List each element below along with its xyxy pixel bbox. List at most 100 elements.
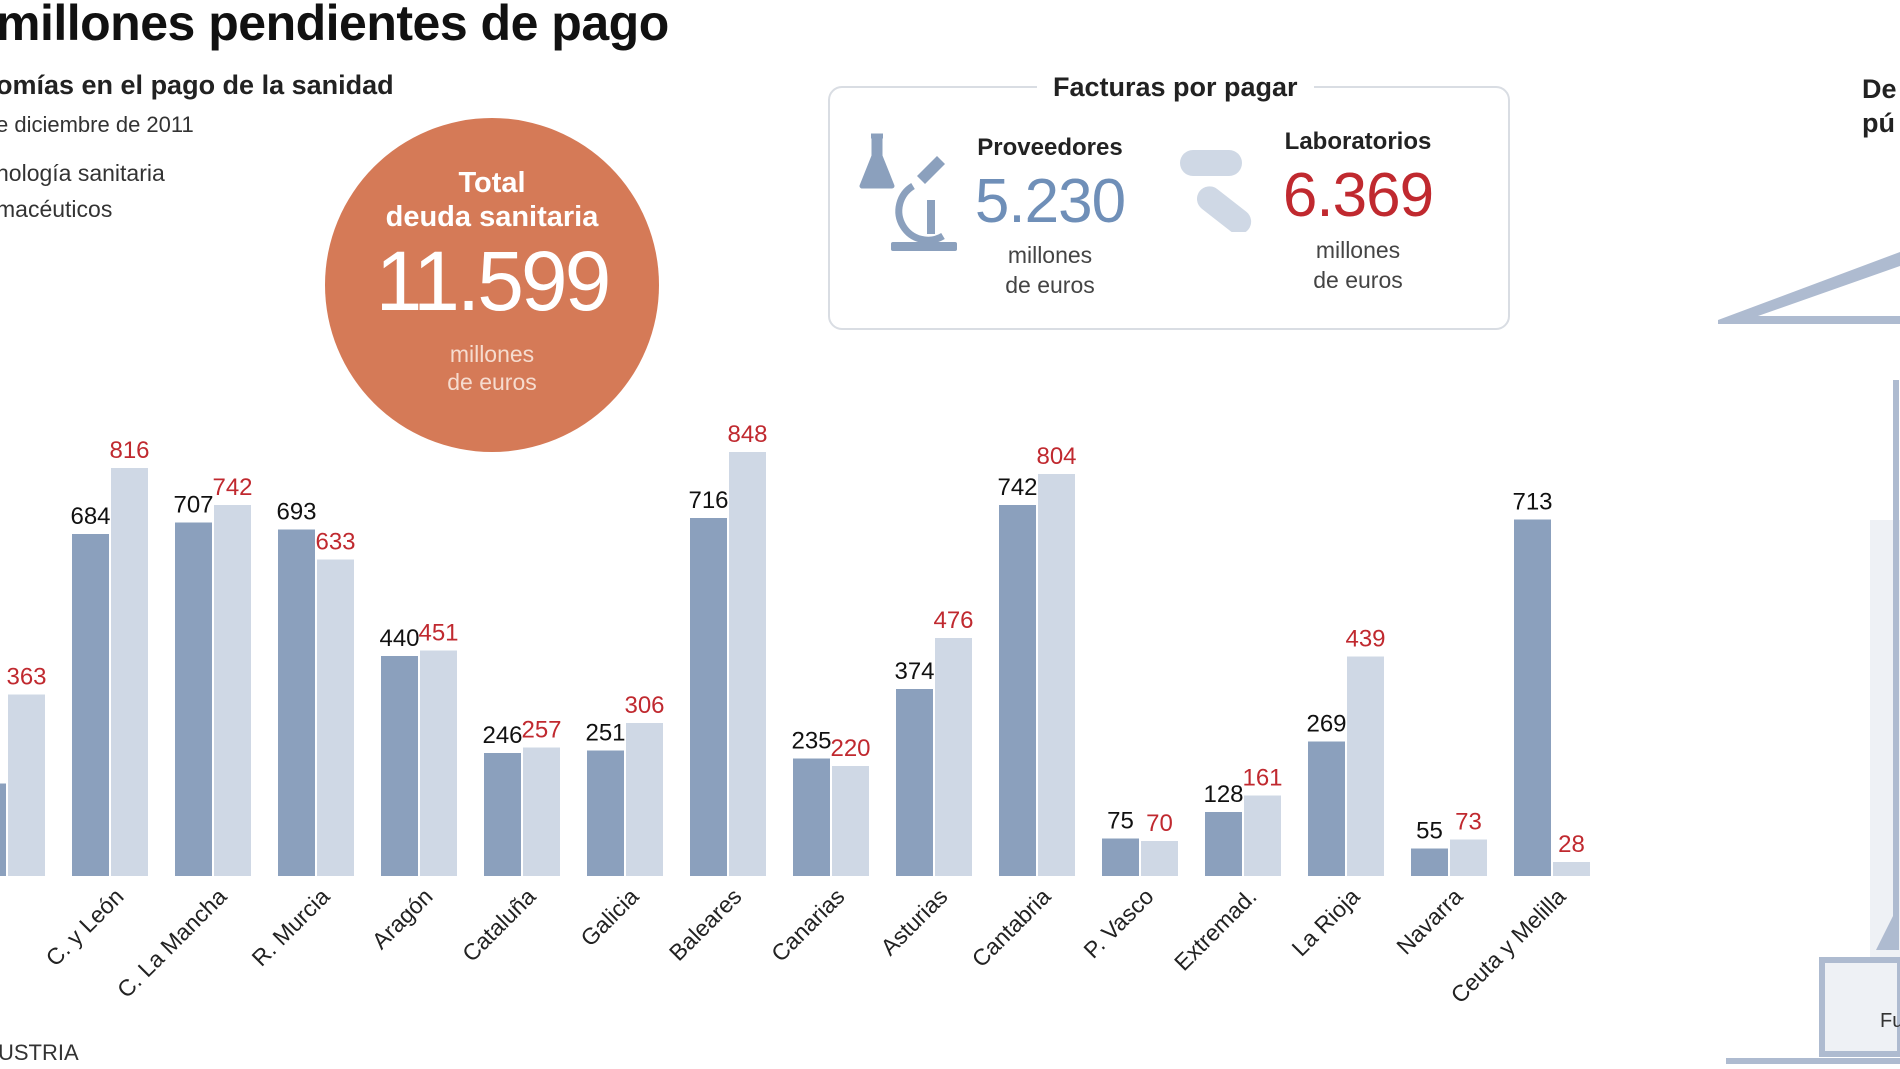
bar-farmaceuticos-14 [1450,839,1487,876]
value-label-tecnologia-9: 374 [894,658,934,685]
bar-tecnologia-12 [1205,812,1242,876]
value-label-tecnologia-11: 75 [1107,808,1134,835]
proveedores-unit-line1: millones [1007,242,1093,268]
value-label-tecnologia-12: 128 [1203,781,1243,808]
bar-tecnologia-10 [999,505,1036,876]
value-label-tecnologia-14: 55 [1416,818,1443,845]
bar-farmaceuticos-4 [420,650,457,876]
value-label-farmaceuticos-7: 848 [727,421,767,448]
category-label-11: P. Vasco [1078,883,1158,963]
value-label-farmaceuticos-2: 742 [212,474,252,501]
proveedores-value: 5.230 [974,167,1126,236]
bar-tecnologia-6 [587,750,624,876]
bar-farmaceuticos-15 [1553,862,1590,876]
value-label-farmaceuticos-12: 161 [1242,765,1282,792]
bar-tecnologia-11 [1102,838,1139,876]
chart-subtitle: omías en el pago de la sanidad [0,70,394,100]
category-label-1: C. y León [41,883,129,971]
category-label-6: Galicia [575,883,643,951]
bar-tecnologia-7 [690,518,727,876]
value-label-tecnologia-2: 707 [173,492,213,519]
bar-farmaceuticos-7 [729,452,766,876]
value-label-tecnologia-5: 246 [482,722,522,749]
value-label-tecnologia-3: 693 [276,499,316,526]
laboratorios-unit-line1: millones [1315,237,1401,263]
invoices-box [828,86,1510,330]
proveedores-label: Proveedores [977,134,1123,161]
value-label-farmaceuticos-14: 73 [1455,809,1482,836]
legend-entry-farmaceuticos: macéuticos [0,196,113,222]
value-label-tecnologia-10: 742 [997,474,1037,501]
total-debt-value: 11.599 [375,234,612,328]
category-label-5: Cataluña [457,883,541,967]
bar-tecnologia-3 [278,529,315,876]
value-label-tecnologia-7: 716 [688,487,728,514]
value-label-tecnologia-4: 440 [379,625,419,652]
bar-farmaceuticos-6 [626,723,663,876]
value-label-tecnologia-6: 251 [585,720,625,747]
bar-tecnologia-1 [72,534,109,876]
value-label-tecnologia-13: 269 [1306,711,1346,738]
value-label-tecnologia-8: 235 [791,728,831,755]
value-label-farmaceuticos-9: 476 [933,607,973,634]
value-label-farmaceuticos-10: 804 [1036,443,1076,470]
value-label-farmaceuticos-5: 257 [521,717,561,744]
value-label-farmaceuticos-13: 439 [1345,626,1385,653]
proveedores-unit: millones de euros [960,240,1140,300]
category-label-10: Cantabria [967,883,1056,972]
value-label-farmaceuticos-0: 363 [6,664,46,691]
bar-tecnologia-8 [793,758,830,876]
value-label-farmaceuticos-4: 451 [418,620,458,647]
bar-farmaceuticos-2 [214,505,251,876]
chart-title: millones pendientes de pago [0,0,669,51]
bar-farmaceuticos-11 [1141,841,1178,876]
proveedores-unit-line2: de euros [1005,272,1095,298]
bar-farmaceuticos-12 [1244,795,1281,876]
bar-farmaceuticos-13 [1347,656,1384,876]
bar-farmaceuticos-9 [935,638,972,876]
right-panel-footer-label: Fu [1880,1010,1900,1032]
bar-tecnologia-5 [484,753,521,876]
total-title-line1: Total [458,167,526,199]
category-label-4: Aragón [367,883,438,954]
pills-icon [1180,150,1252,232]
bar-farmaceuticos-8 [832,766,869,876]
total-unit-line2: de euros [447,369,537,395]
invoices-title: Facturas por pagar [1037,72,1314,103]
value-label-farmaceuticos-8: 220 [830,735,870,762]
value-label-farmaceuticos-1: 816 [109,437,149,464]
category-label-12: Extremad. [1169,883,1262,976]
laboratorios-unit-line2: de euros [1313,267,1403,293]
laboratorios-unit: millones de euros [1268,235,1448,295]
category-label-9: Asturias [875,883,952,960]
category-label-13: La Rioja [1286,883,1364,961]
value-label-tecnologia-1: 684 [70,503,110,530]
source-note: USTRIA [0,1040,79,1065]
bar-farmaceuticos-3 [317,559,354,876]
laboratorios-value: 6.369 [1282,161,1434,230]
value-label-farmaceuticos-6: 306 [624,692,664,719]
value-label-farmaceuticos-15: 28 [1558,831,1585,858]
bar-tecnologia-13 [1308,741,1345,876]
category-label-7: Baleares [664,883,747,966]
category-label-8: Canarias [766,883,849,966]
bar-tecnologia-0 [0,783,6,876]
right-panel-heading: De pú [1862,72,1900,140]
lab-flask-microscope-icon [859,133,957,251]
right-heading-line1: De [1862,74,1897,104]
total-title-line2: deuda sanitaria [385,201,599,233]
date-note: e diciembre de 2011 [0,112,194,137]
laboratorios-label: Laboratorios [1284,128,1432,155]
total-debt-unit: millones de euros [325,340,659,396]
bar-farmaceuticos-5 [523,747,560,876]
category-label-14: Navarra [1391,883,1467,959]
value-label-farmaceuticos-3: 633 [315,529,355,556]
bar-farmaceuticos-1 [111,468,148,876]
bar-tecnologia-14 [1411,848,1448,876]
right-heading-line2: pú [1862,108,1895,138]
bar-farmaceuticos-10 [1038,474,1075,876]
bar-tecnologia-2 [175,522,212,876]
category-label-2: C. La Mancha [112,883,232,1003]
value-label-tecnologia-15: 713 [1512,489,1552,516]
